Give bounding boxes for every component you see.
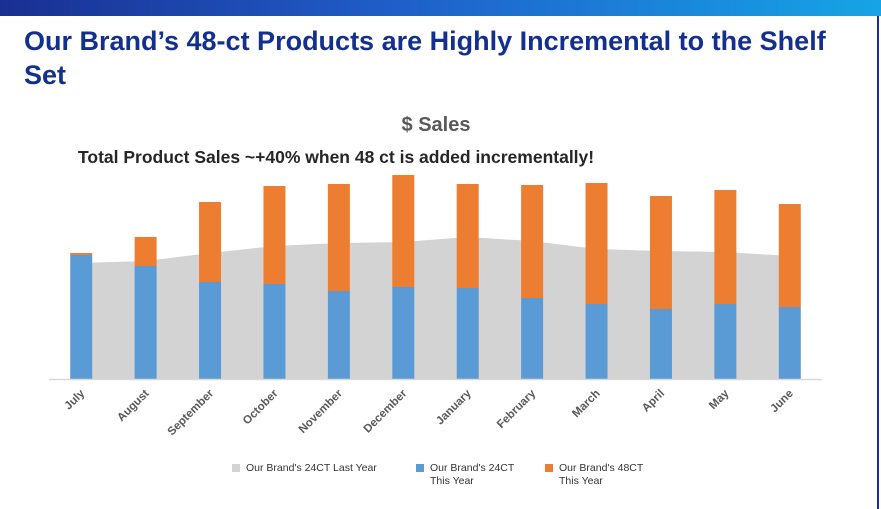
bar-24ct-november xyxy=(327,291,350,379)
bar-24ct-may xyxy=(714,304,737,379)
legend-label-24ct-line1: Our Brand's 24CT xyxy=(430,462,515,474)
plot-area: July August September October November Decemb… xyxy=(49,175,822,438)
header-gradient-bar xyxy=(0,0,881,16)
bar-48ct-july xyxy=(70,253,93,255)
area-last-year xyxy=(81,237,790,379)
x-tick-label-march: March xyxy=(570,388,602,420)
x-tick-label-november: November xyxy=(297,387,346,436)
bar-48ct-march xyxy=(585,183,608,304)
x-tick-label-may: May xyxy=(707,387,732,412)
chart-annotation: Total Product Sales ~+40% when 48 ct is … xyxy=(78,147,594,167)
legend-item-48ct-this-year: Our Brand's 48CT This Year xyxy=(545,462,643,488)
slide-right-border xyxy=(877,16,879,509)
bar-48ct-november xyxy=(327,184,350,291)
legend-label-24ct-line2: This Year xyxy=(430,475,474,487)
x-tick-label-february: February xyxy=(495,387,539,431)
bar-24ct-august xyxy=(134,266,157,379)
bar-24ct-january xyxy=(456,288,479,379)
bar-48ct-august xyxy=(134,237,157,266)
legend-label-48ct-line2: This Year xyxy=(559,475,603,487)
x-tick-label-june: June xyxy=(768,388,795,415)
bar-24ct-april xyxy=(649,309,672,379)
x-tick-label-july: July xyxy=(63,387,88,412)
x-tick-label-october: October xyxy=(241,387,281,427)
legend-item-24ct-this-year: Our Brand's 24CT This Year xyxy=(416,462,514,488)
x-tick-label-december: December xyxy=(362,387,410,435)
legend-swatch-48ct-this-year xyxy=(545,464,553,472)
chart-title: $ Sales xyxy=(402,114,471,136)
bar-48ct-september xyxy=(199,202,222,282)
bar-48ct-april xyxy=(649,196,672,309)
x-tick-label-september: September xyxy=(166,387,217,438)
legend-swatch-24ct-this-year xyxy=(416,464,424,472)
x-tick-label-august: August xyxy=(115,388,152,425)
x-tick-label-january: January xyxy=(434,387,474,427)
slide-title: Our Brand’s 48-ct Products are Highly In… xyxy=(24,26,826,90)
bar-48ct-february xyxy=(521,185,544,298)
bar-48ct-may xyxy=(714,190,737,304)
bar-24ct-december xyxy=(392,287,415,379)
bar-24ct-september xyxy=(199,282,222,379)
bar-48ct-june xyxy=(778,204,801,307)
legend-item-last-year: Our Brand's 24CT Last Year xyxy=(232,462,377,475)
legend-label-48ct-line1: Our Brand's 48CT xyxy=(559,462,644,474)
bar-24ct-october xyxy=(263,284,286,379)
bar-48ct-december xyxy=(392,175,415,287)
bar-24ct-july xyxy=(70,255,93,379)
bar-48ct-october xyxy=(263,186,286,284)
bar-24ct-february xyxy=(521,298,544,379)
legend-label-last-year: Our Brand's 24CT Last Year xyxy=(246,462,377,474)
x-tick-label-april: April xyxy=(640,388,667,415)
bar-48ct-january xyxy=(456,184,479,288)
bar-24ct-june xyxy=(778,307,801,379)
legend-swatch-last-year xyxy=(232,464,240,472)
bar-24ct-march xyxy=(585,304,608,379)
